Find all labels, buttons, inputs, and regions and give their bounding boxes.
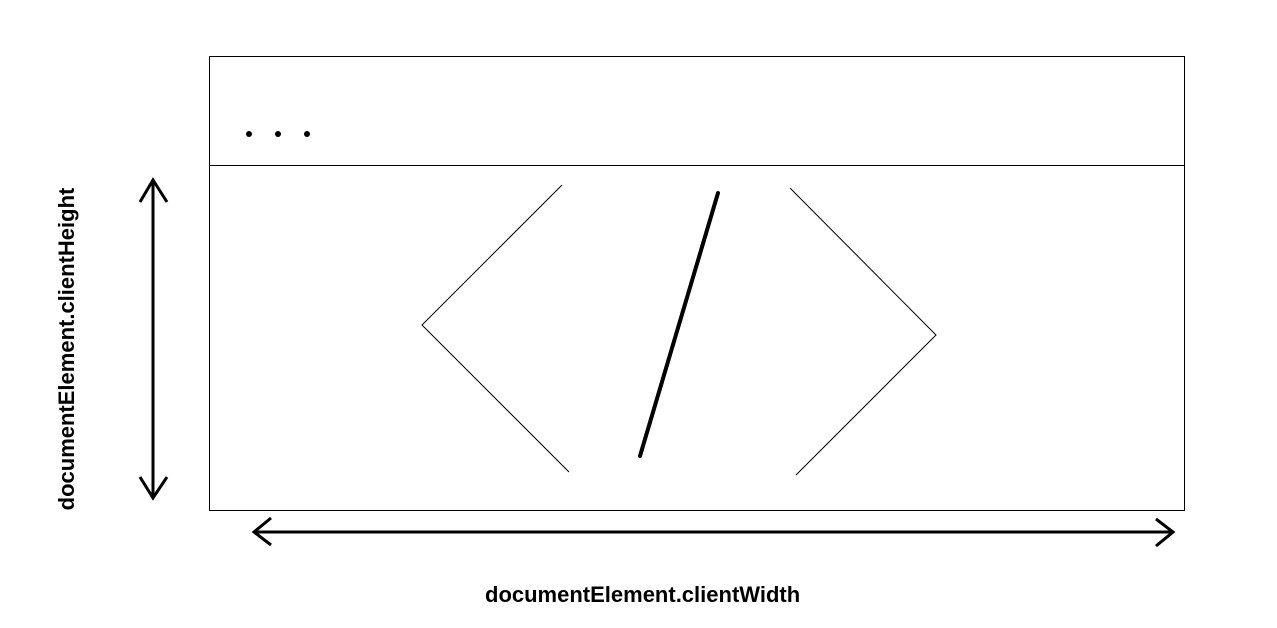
height-arrow-head-top [138,177,169,203]
code-icon-slash [638,191,720,458]
client-width-label: documentElement.clientWidth [485,582,801,607]
code-icon-left-bracket [421,184,570,473]
height-arrow [138,177,169,501]
browser-menu-dots-icon [246,131,310,137]
code-icon-right-bracket [789,187,937,476]
width-arrow-head-right [1155,517,1176,548]
width-arrow [251,516,1176,548]
header-dot [246,131,252,137]
browser-window-frame [209,56,1185,511]
width-arrow-head-left [251,516,272,547]
code-icon [421,184,937,476]
header-dot [275,131,281,137]
height-arrow-head-bottom [138,476,169,501]
client-height-label: documentElement.clientHeight [54,187,79,511]
header-dot [304,131,310,137]
